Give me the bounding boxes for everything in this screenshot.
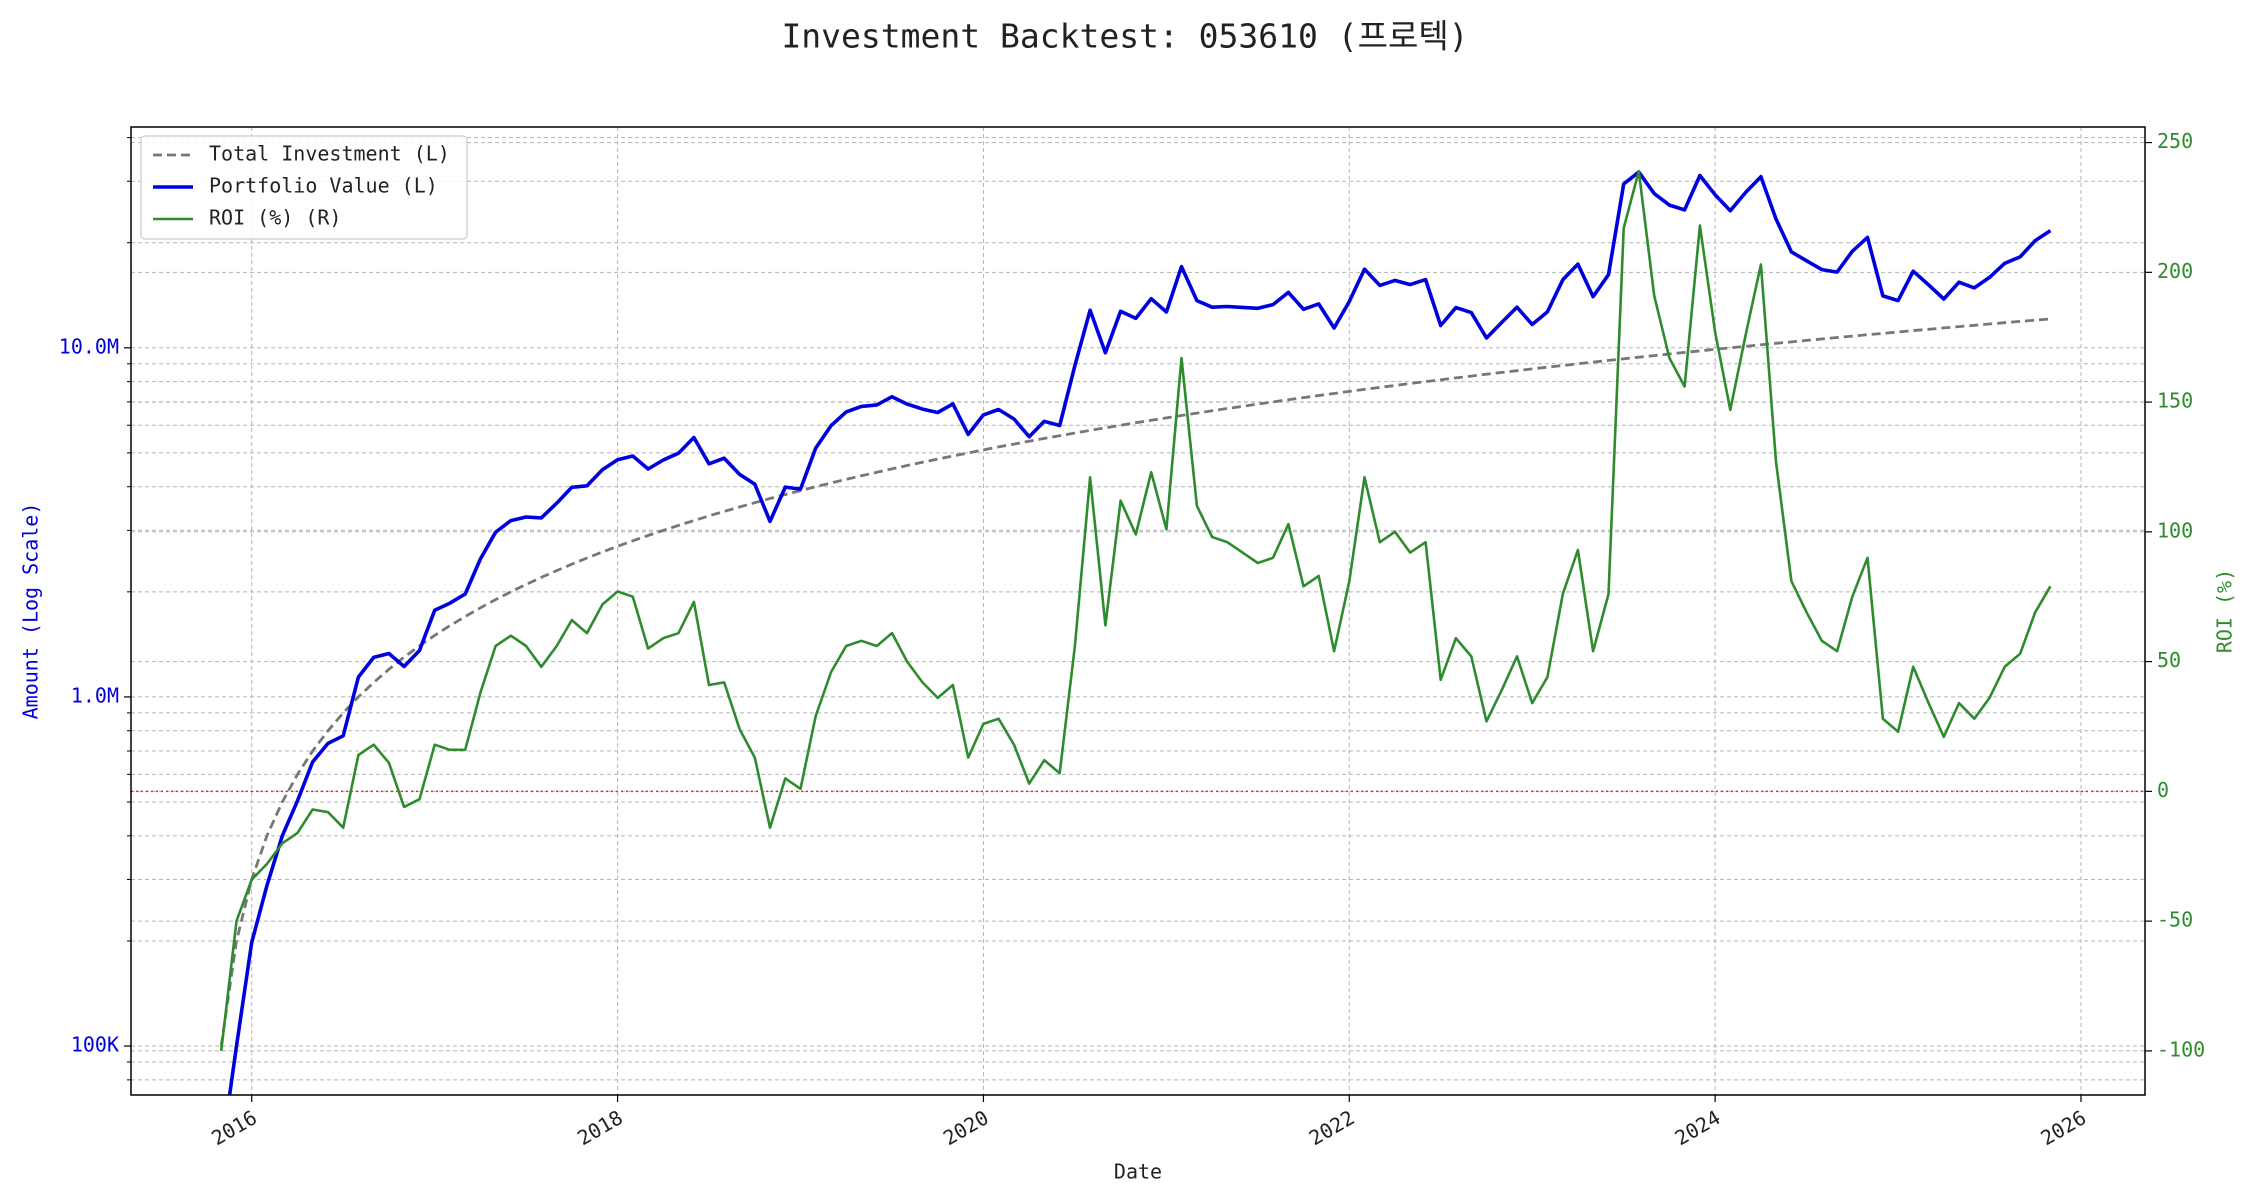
y-tick-label: 1.0M: [71, 683, 119, 707]
x-tick-label: 2024: [1671, 1105, 1725, 1150]
x-tick-label: 2018: [573, 1105, 627, 1150]
plot-frame: [130, 126, 2146, 1096]
chart-title: Investment Backtest: 053610 (프로텍): [781, 17, 1468, 56]
legend-box: [140, 135, 468, 240]
y2-tick-label: 100: [2157, 518, 2193, 542]
plot-lines: [219, 169, 2052, 1095]
legend-label: ROI (%) (R): [209, 206, 341, 230]
x-tick-label: 2026: [2037, 1105, 2091, 1150]
y2-tick-label: 0: [2157, 778, 2169, 802]
legend: Total Investment (L) Portfolio Value (L) R…: [140, 135, 468, 240]
series-line: [219, 317, 2051, 1047]
y2-tick-label: 250: [2157, 129, 2193, 153]
x-tick-label: 2020: [939, 1105, 993, 1150]
y2-tick-label: 150: [2157, 389, 2193, 413]
x-tick-label: 2016: [207, 1105, 261, 1150]
legend-label: Portfolio Value (L): [209, 174, 438, 198]
y2-axis-label: ROI (%): [2213, 569, 2237, 653]
x-axis-label: Date: [1114, 1160, 1162, 1184]
y2-tick-label: 50: [2157, 648, 2181, 672]
series-line: [227, 170, 2052, 1095]
y2-tick-label: -100: [2157, 1037, 2205, 1061]
x-tick-label: 2022: [1305, 1105, 1359, 1150]
y-tick-label: 100K: [71, 1033, 119, 1057]
y2-tick-label: -50: [2157, 908, 2193, 932]
y-axis-label: Amount (Log Scale): [19, 503, 43, 720]
y2-tick-label: 200: [2157, 259, 2193, 283]
series-line: [219, 169, 2052, 1052]
legend-label: Total Investment (L): [209, 142, 450, 166]
y-tick-label: 10.0M: [59, 334, 119, 358]
